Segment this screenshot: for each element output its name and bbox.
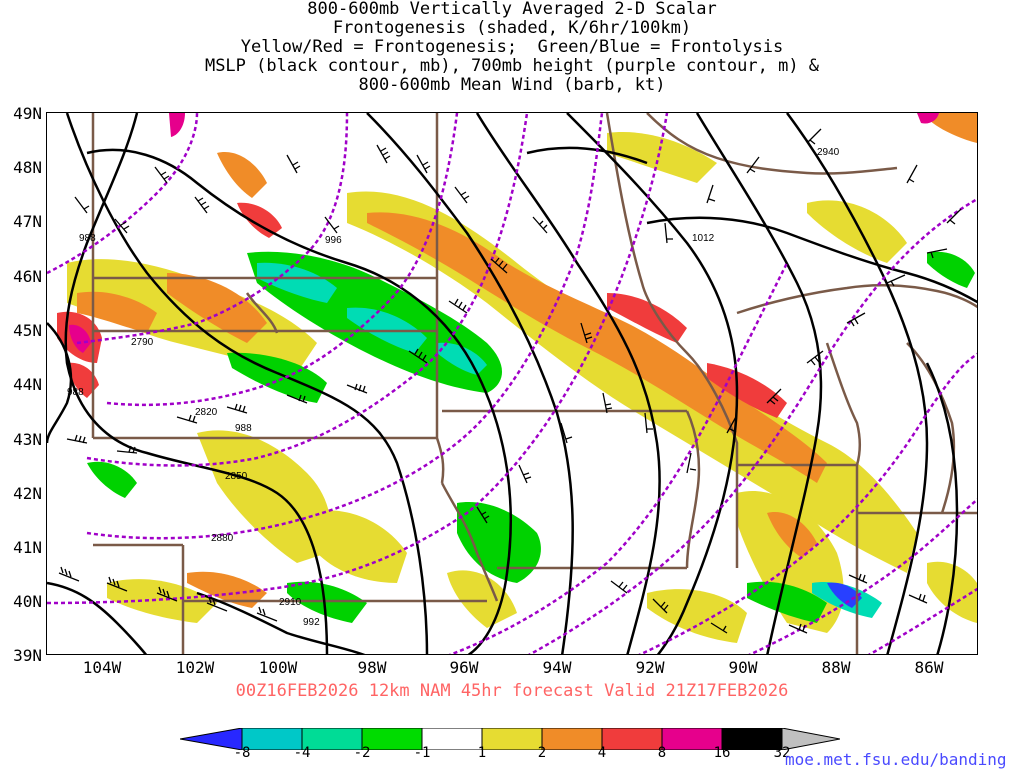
title-line-2: Frontogenesis (shaded, K/6hr/100km) <box>332 18 692 38</box>
mslp-label-988-east: 988 <box>235 423 252 434</box>
colorbar-label-neg1: -1 <box>413 745 431 761</box>
title-line-1: 800-600mb Vertically Averaged 2-D Scalar <box>307 0 717 19</box>
border-wi-mn <box>605 113 739 568</box>
colorbar-label-neg2: -2 <box>353 745 371 761</box>
border-michigan-lp <box>906 342 956 514</box>
height-label-2880: 2880 <box>211 533 234 544</box>
mslp-label-988-south: 988 <box>67 387 84 398</box>
title-line-5: 800-600mb Mean Wind (barb, kt) <box>358 75 666 95</box>
lat-label-43n: 43N <box>13 430 42 449</box>
lat-label-49n: 49N <box>13 104 42 123</box>
lon-label-88w: 88W <box>821 658 851 677</box>
lon-label-98w: 98W <box>357 658 387 677</box>
border-ia-ne <box>440 482 499 602</box>
title-line-4: MSLP (black contour, mb), 700mb height (… <box>204 56 820 76</box>
border-mississippi <box>685 410 701 569</box>
border-mn-dakotas <box>435 113 445 484</box>
lat-label-45n: 45N <box>13 321 42 340</box>
height-contours <box>47 113 977 654</box>
source-credit: moe.met.fsu.edu/banding <box>785 750 1007 769</box>
wind-barbs <box>58 128 962 634</box>
border-lake-michigan-west <box>825 342 861 466</box>
lon-label-94w: 94W <box>542 658 572 677</box>
colorbar-label-16: 16 <box>713 745 731 761</box>
map-panel: 988 996 1012 988 988 992 2790 2820 2850 … <box>46 112 978 655</box>
title-line-3: Yellow/Red = Frontogenesis; Green/Blue =… <box>240 37 784 57</box>
colorbar-seg-gt-32 <box>781 728 840 750</box>
colorbar-label-neg4: -4 <box>293 745 311 761</box>
height-label-2940: 2940 <box>817 147 840 158</box>
height-label-2910: 2910 <box>279 597 302 608</box>
lat-label-40n: 40N <box>13 592 42 611</box>
frontolysis-strong-areas <box>827 582 862 608</box>
height-label-2850: 2850 <box>225 471 248 482</box>
lon-label-90w: 90W <box>728 658 758 677</box>
lat-label-41n: 41N <box>13 538 42 557</box>
lon-label-92w: 92W <box>635 658 665 677</box>
political-borders <box>91 113 977 654</box>
lon-label-86w: 86W <box>914 658 944 677</box>
colorbar-label-1: 1 <box>477 745 487 761</box>
colorbar-label-8: 8 <box>657 745 667 761</box>
colorbar-label-32: 32 <box>773 745 791 761</box>
lon-label-96w: 96W <box>449 658 479 677</box>
forecast-valid-line: 00Z16FEB2026 12km NAM 45hr forecast Vali… <box>235 681 789 701</box>
lon-label-104w: 104W <box>82 658 122 677</box>
height-label-2790: 2790 <box>131 337 154 348</box>
lat-label-48n: 48N <box>13 158 42 177</box>
mslp-label-988-north: 988 <box>79 233 96 244</box>
lat-label-47n: 47N <box>13 212 42 231</box>
mslp-contours <box>47 113 977 654</box>
colorbar <box>180 728 840 750</box>
lon-label-102w: 102W <box>175 658 215 677</box>
border-lake-superior <box>646 113 898 175</box>
colorbar-label-4: 4 <box>597 745 607 761</box>
lat-label-44n: 44N <box>13 375 42 394</box>
colorbar-label-2: 2 <box>537 745 547 761</box>
mslp-label-992: 992 <box>303 617 320 628</box>
colorbar-label-neg8: -8 <box>233 745 251 761</box>
lat-label-39n: 39N <box>13 646 42 665</box>
mslp-label-996: 996 <box>325 235 342 246</box>
frontogenesis-moderate-areas <box>77 113 977 608</box>
contour-labels: 988 996 1012 988 988 992 2790 2820 2850 … <box>67 147 840 628</box>
frontogenesis-intense-areas <box>69 113 939 353</box>
lat-label-46n: 46N <box>13 267 42 286</box>
mslp-label-1012: 1012 <box>692 233 715 244</box>
shading-layer <box>57 113 977 643</box>
lon-label-100w: 100W <box>258 658 298 677</box>
border-river-mo <box>245 292 279 334</box>
frontogenesis-map: 988 996 1012 988 988 992 2790 2820 2850 … <box>47 113 977 654</box>
height-label-2820: 2820 <box>195 407 218 418</box>
lat-label-42n: 42N <box>13 484 42 503</box>
